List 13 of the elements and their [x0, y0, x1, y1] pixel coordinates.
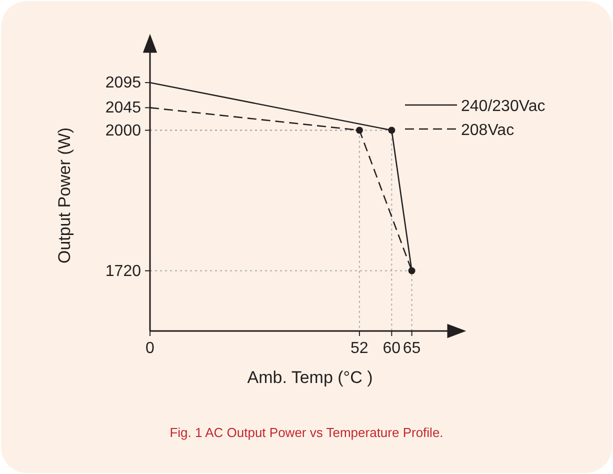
x-tick-label: 65	[402, 340, 421, 357]
x-tick-label: 52	[350, 340, 368, 357]
y-axis-title: Output Power (W)	[55, 127, 74, 264]
y-tick-label: 2045	[105, 100, 142, 117]
y-tick-label: 2000	[105, 122, 142, 140]
y-tick-label: 2095	[105, 74, 142, 92]
x-tick-label: 0	[146, 340, 155, 357]
x-tick-label: 60	[382, 340, 401, 357]
legend-label: 208Vac	[461, 122, 514, 139]
x-axis-title: Amb. Temp (°C )	[247, 368, 373, 387]
caption: Fig. 1 AC Output Power vs Temperature Profile.	[170, 425, 444, 440]
legend-label: 240/230Vac	[461, 98, 546, 115]
y-tick-label: 1720	[105, 262, 142, 280]
